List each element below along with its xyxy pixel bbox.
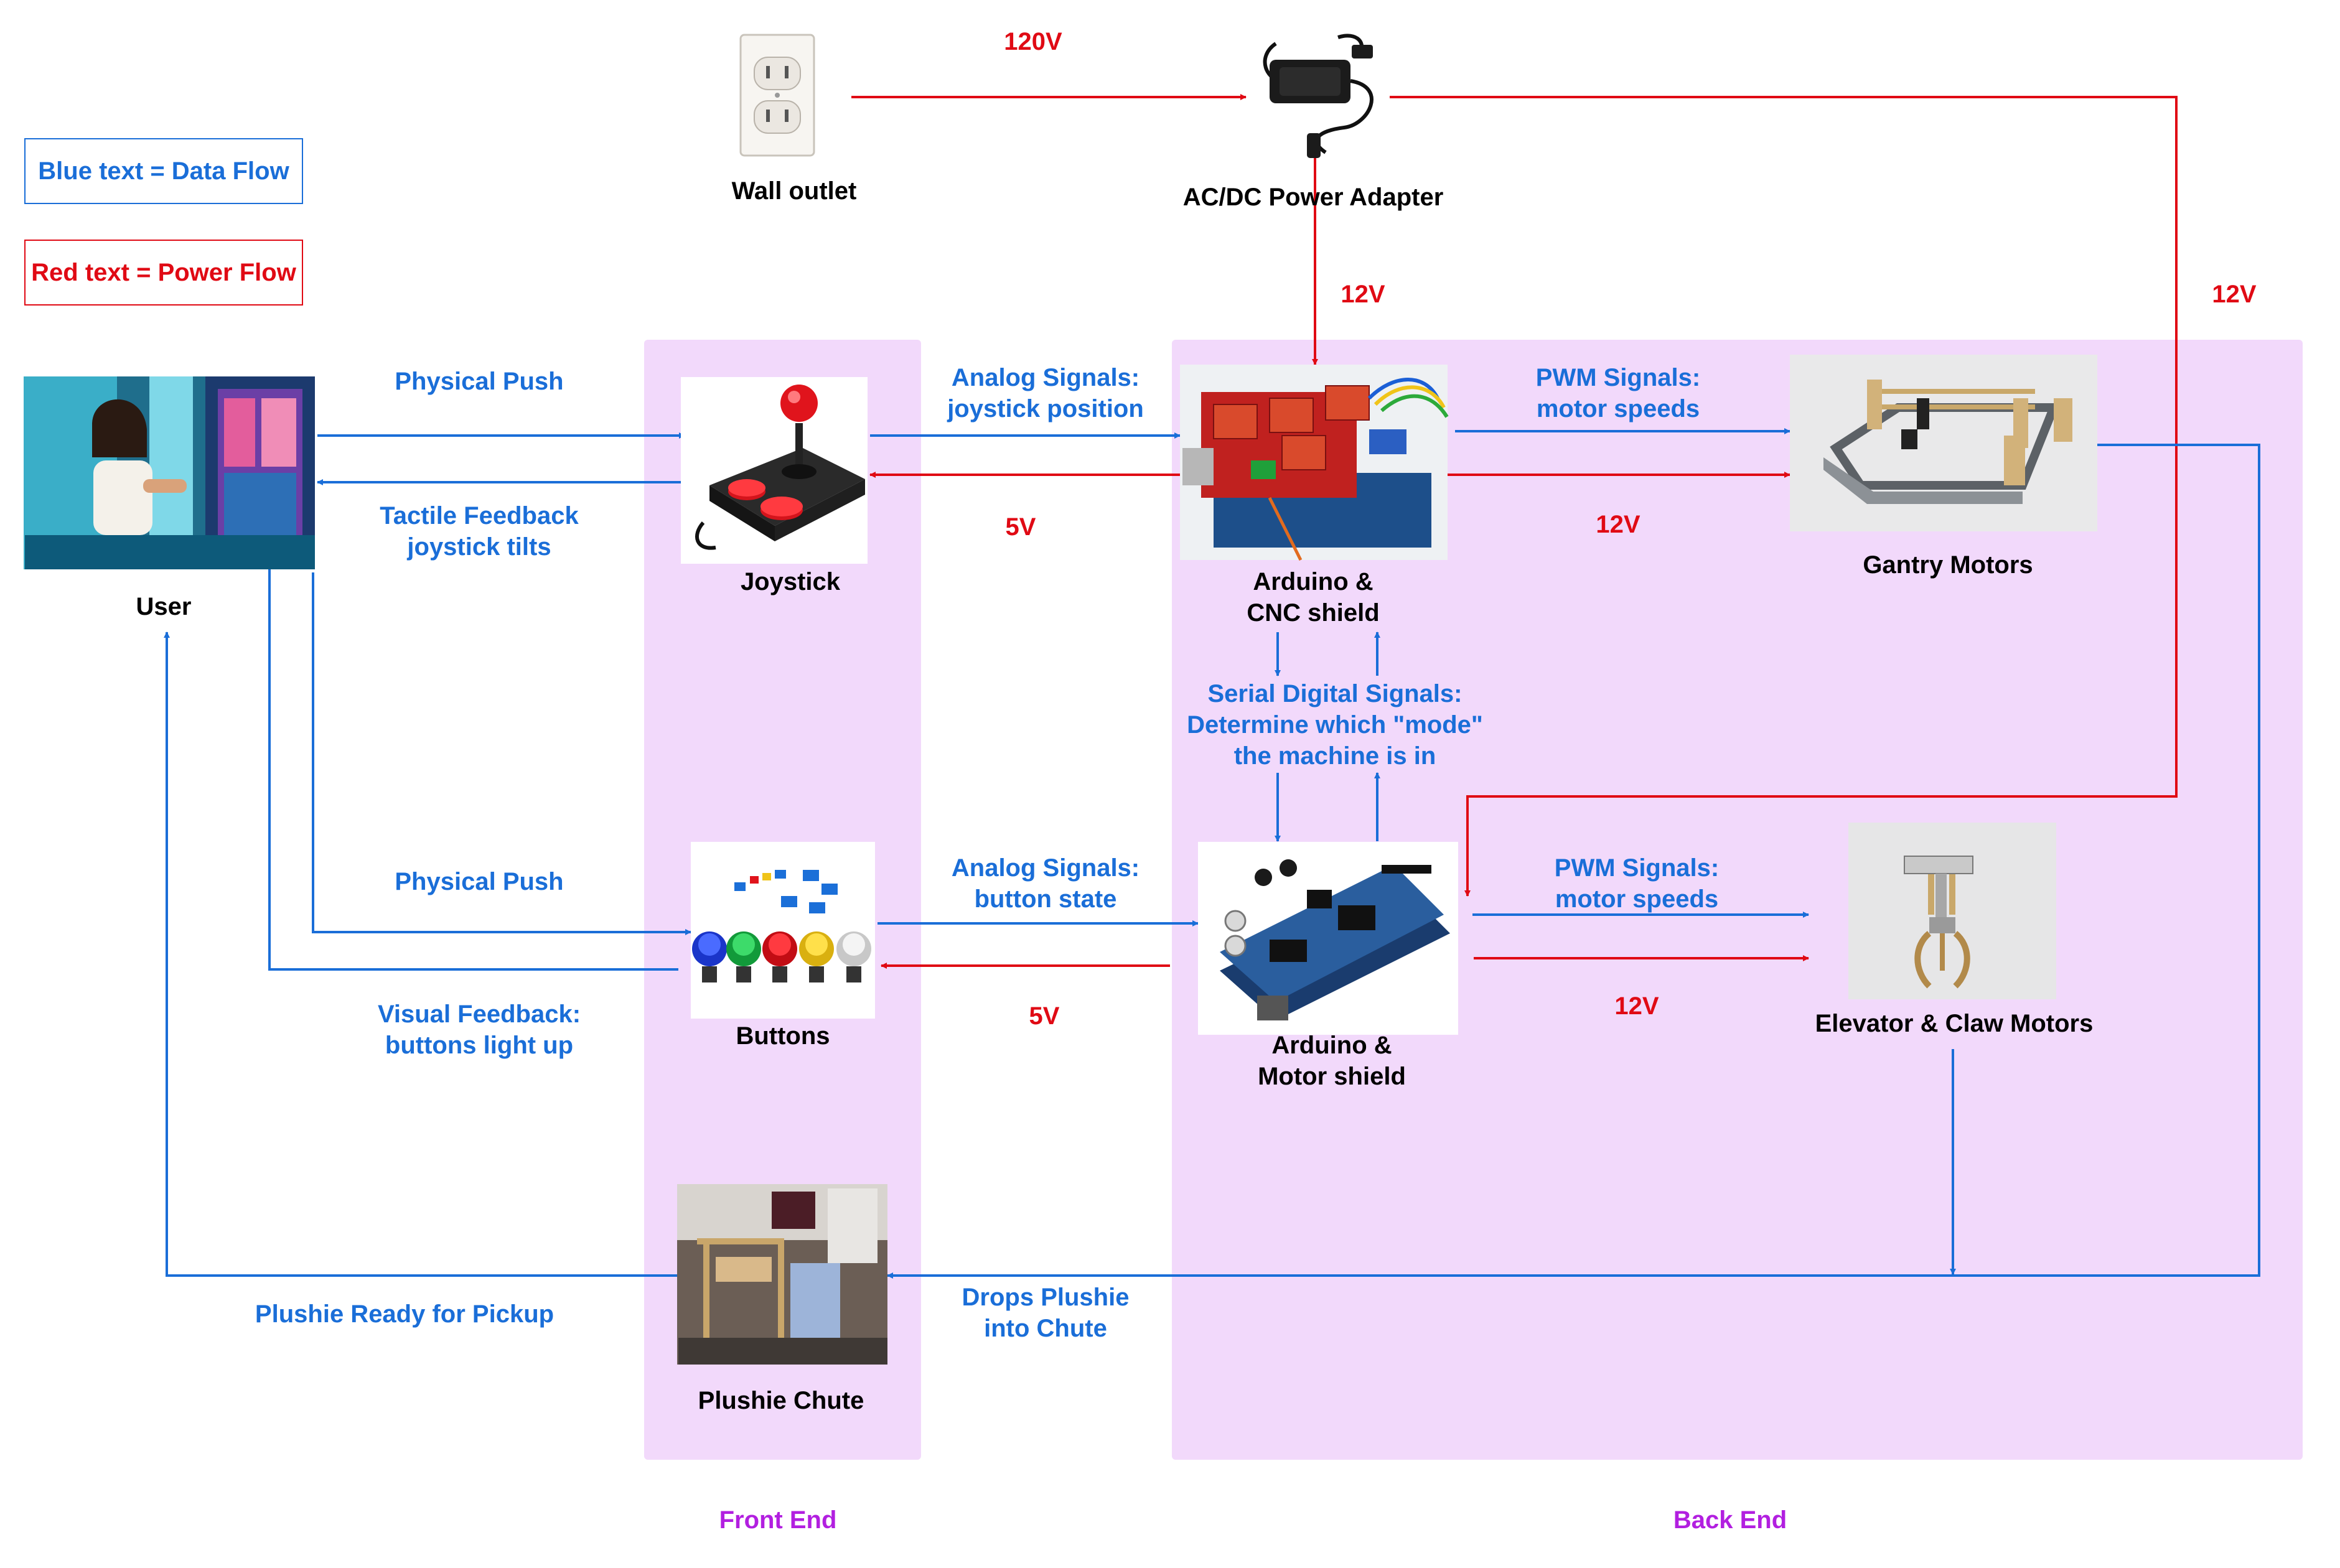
- label-push-joystick: Physical Push: [395, 368, 564, 395]
- power-label-120v: 120V: [1004, 28, 1062, 55]
- arcade-buttons-icon: [691, 842, 875, 1019]
- wall-outlet-icon: [739, 34, 815, 157]
- motor-shield-photo: [1198, 842, 1458, 1035]
- power-label-motor-claw: 12V: [1614, 992, 1659, 1020]
- legend-power-flow: Red text = Power Flow: [24, 240, 303, 306]
- buttons-label: Buttons: [736, 1022, 830, 1050]
- cnc-arduino-label: Arduino & CNC shield: [1247, 568, 1380, 627]
- label-tactile-feedback: Tactile Feedback joystick tilts: [380, 502, 579, 561]
- power-adapter-label: AC/DC Power Adapter: [1182, 184, 1444, 211]
- chute-photo: [677, 1184, 887, 1365]
- power-label-adapter-right: 12V: [2212, 281, 2257, 308]
- back-end-label: Back End: [1673, 1506, 1787, 1534]
- power-label-motor-buttons: 5V: [1029, 1002, 1060, 1030]
- label-cnc-pwm: PWM Signals: motor speeds: [1535, 364, 1701, 422]
- joystick-icon: [681, 377, 868, 564]
- claw-icon: [1848, 823, 2056, 999]
- claw-label: Elevator & Claw Motors: [1815, 1010, 2094, 1037]
- power-label-cnc-gantry: 12V: [1596, 511, 1640, 538]
- legend-data-flow: Blue text = Data Flow: [24, 138, 303, 204]
- label-motor-pwm: PWM Signals: motor speeds: [1554, 854, 1720, 913]
- cnc-shield-photo: [1180, 365, 1449, 561]
- label-visual-feedback: Visual Feedback: buttons light up: [377, 1001, 581, 1059]
- power-adapter-icon: [1263, 34, 1374, 158]
- data-chute-to-user: [164, 632, 677, 1277]
- label-drops-plushie: Drops Plushie into Chute: [962, 1284, 1130, 1342]
- power-label-cnc-joystick: 5V: [1005, 513, 1036, 541]
- data-gantry-to-chute: [887, 444, 2260, 1279]
- label-joystick-signals: Analog Signals: joystick position: [947, 364, 1144, 422]
- power-adapter-to-motor-shield: [1390, 96, 2178, 897]
- front-end-label: Front End: [719, 1506, 837, 1534]
- label-serial-signals: Serial Digital Signals: Determine which …: [1187, 680, 1483, 770]
- user-label: User: [136, 593, 192, 620]
- gantry-icon: [1790, 355, 2097, 531]
- data-buttons-feedback-user: [266, 533, 678, 971]
- label-button-signals: Analog Signals: button state: [951, 854, 1140, 913]
- joystick-label: Joystick: [740, 568, 841, 595]
- user-photo: [24, 376, 315, 569]
- power-label-adapter-cnc: 12V: [1341, 281, 1385, 308]
- label-plushie-ready: Plushie Ready for Pickup: [255, 1300, 555, 1328]
- wall-outlet-label: Wall outlet: [731, 177, 857, 205]
- data-user-push-buttons: [312, 572, 691, 935]
- label-push-buttons: Physical Push: [395, 868, 564, 895]
- gantry-label: Gantry Motors: [1863, 551, 2033, 579]
- motor-arduino-label: Arduino & Motor shield: [1258, 1032, 1406, 1090]
- chute-label: Plushie Chute: [698, 1387, 864, 1414]
